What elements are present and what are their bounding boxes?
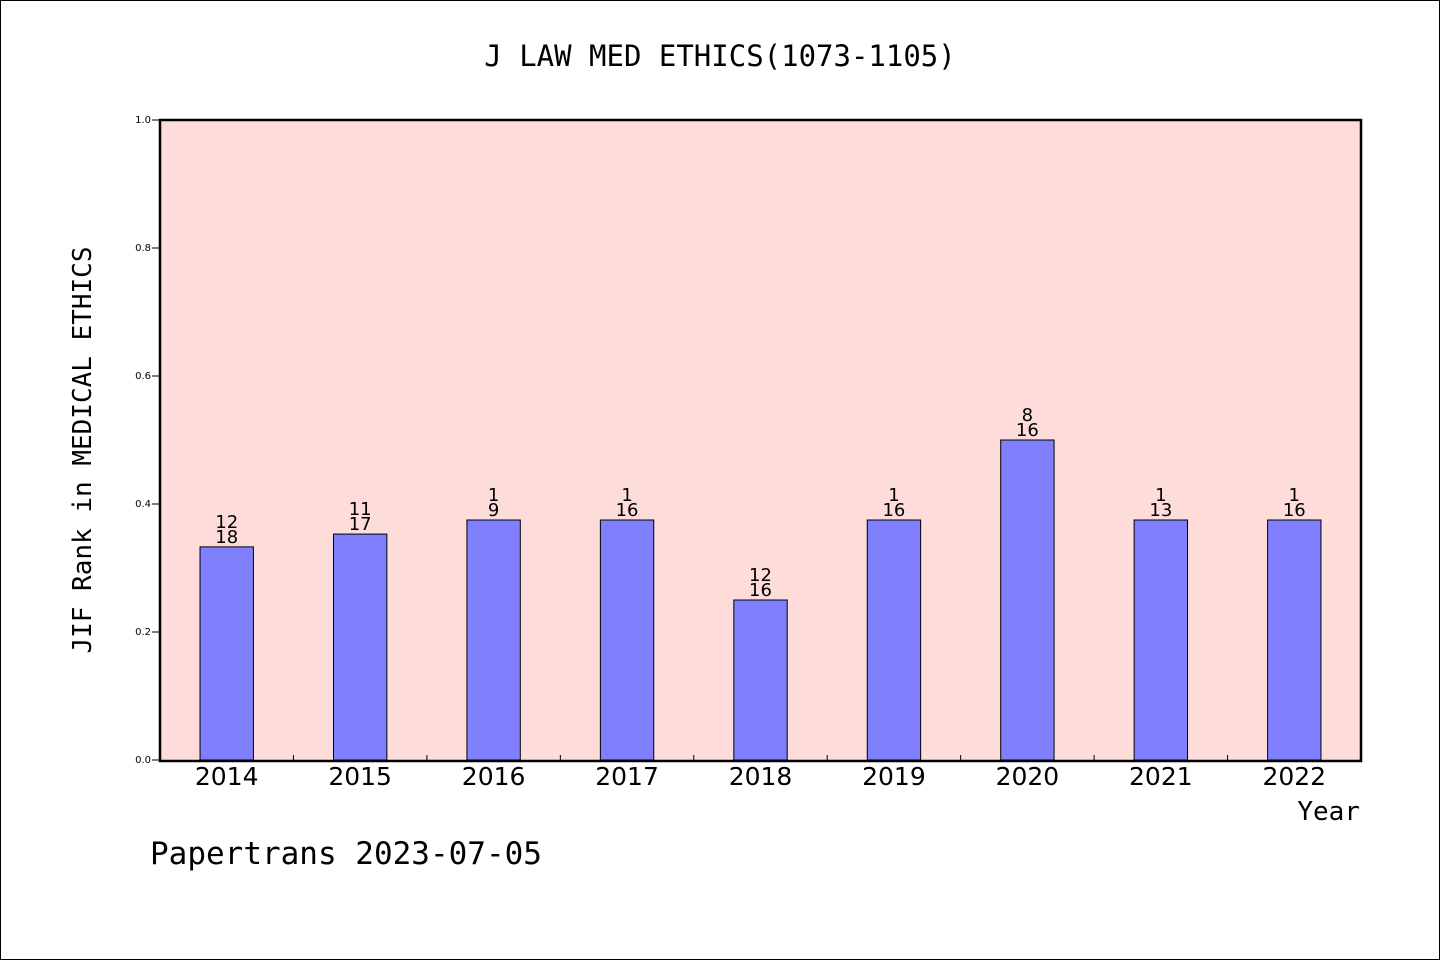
x-tick-label: 2015 — [328, 762, 392, 791]
bar-2016 — [466, 519, 521, 761]
bar-label-total: 18 — [215, 527, 238, 548]
bar-label-total: 13 — [1149, 500, 1172, 521]
bar-label-rank: 1 — [888, 485, 899, 506]
bar-label-total: 16 — [882, 500, 905, 521]
bar-label-rank: 12 — [749, 565, 772, 586]
bar-2022 — [1267, 519, 1322, 761]
y-tick-label: 0.4 — [135, 499, 151, 510]
x-axis: 2014 2015 2016 2017 2018 2019 2020 2021 2022 — [195, 755, 1326, 791]
x-tick-label: 2019 — [862, 762, 926, 791]
chart-title: J LAW MED ETHICS(1073-1105) — [484, 39, 955, 73]
bar-2020 — [1000, 439, 1055, 761]
bar-label-rank: 12 — [215, 512, 238, 533]
x-tick-label: 2022 — [1262, 762, 1326, 791]
y-tick-label: 0.6 — [135, 371, 151, 382]
x-tick-label: 2014 — [195, 762, 259, 791]
bar-2015 — [332, 533, 388, 761]
bar-label-rank: 8 — [1022, 405, 1033, 426]
bar-label-rank: 1 — [488, 485, 499, 506]
x-tick-label: 2018 — [729, 762, 793, 791]
x-axis-label: Year — [1297, 797, 1360, 827]
y-tick-label: 1.0 — [135, 115, 151, 126]
bar-label-total: 16 — [1016, 420, 1039, 441]
footer-text: Papertrans 2023-07-05 — [150, 836, 542, 872]
bar-label-total: 9 — [488, 500, 499, 521]
x-tick-label: 2016 — [462, 762, 526, 791]
bar-2019 — [866, 519, 922, 761]
bar-label-total: 17 — [349, 514, 372, 535]
bar-label-total: 16 — [616, 500, 639, 521]
x-tick-label: 2020 — [996, 762, 1060, 791]
y-axis-label: JIF Rank in MEDICAL ETHICS — [68, 247, 98, 654]
y-tick-label: 0.2 — [135, 627, 151, 638]
y-tick-label: 0.0 — [135, 755, 151, 766]
bar-2021 — [1133, 519, 1189, 761]
bar-label-total: 16 — [749, 580, 772, 601]
x-tick-label: 2017 — [595, 762, 659, 791]
bar-2018 — [733, 599, 788, 761]
x-tick-label: 2021 — [1129, 762, 1193, 791]
bar-label-rank: 11 — [349, 499, 372, 520]
bar-label-rank: 1 — [1155, 485, 1166, 506]
bar-label-rank: 1 — [1289, 485, 1300, 506]
bar-label-total: 16 — [1283, 500, 1306, 521]
bar-2014 — [199, 546, 254, 761]
bar-label-rank: 1 — [621, 485, 632, 506]
y-axis: 0.0 0.2 0.4 0.6 0.8 1.0 — [135, 115, 160, 766]
bar-2017 — [599, 519, 655, 761]
y-tick-label: 0.8 — [135, 243, 151, 254]
